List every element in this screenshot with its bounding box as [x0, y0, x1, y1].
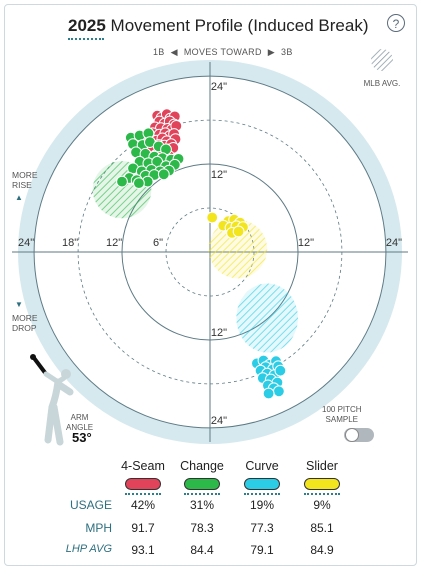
toggle-knob[interactable]: [345, 428, 359, 442]
more-drop-line1: MORE: [12, 313, 38, 323]
pitch-name-label: Curve: [245, 459, 279, 473]
lhp-avg-value: 79.1: [250, 543, 274, 557]
h-tick-label: 12": [298, 237, 314, 249]
h-tick-label: 24": [386, 237, 402, 249]
pitch-pill-underline: [304, 493, 340, 495]
pitch-name-label: Slider: [306, 459, 338, 473]
direction-indicator: 1B ◀ MOVES TOWARD ▶ 3B: [150, 47, 296, 58]
usage-value: 31%: [189, 498, 215, 512]
arm-angle-value: 53°: [72, 430, 92, 445]
up-arrow-icon: ▲: [15, 193, 23, 202]
usage-value: 19%: [249, 498, 275, 512]
more-rise-line2: RISE: [12, 180, 32, 190]
pitch-toggle-pill[interactable]: [304, 478, 340, 490]
pitch-point-change: [116, 175, 128, 188]
mph-value: 78.3: [190, 521, 214, 535]
pitch-point-slider: [206, 211, 219, 224]
direction-left-label: 1B: [153, 47, 165, 57]
title-rest: Movement Profile (Induced Break): [105, 16, 369, 35]
usage-row-label: USAGE: [69, 498, 112, 512]
down-arrow-icon: ▼: [15, 300, 23, 309]
mlb-avg-label: MLB AVG.: [363, 79, 401, 88]
direction-middle-label: MOVES TOWARD: [183, 47, 262, 57]
v-tick-label: 24": [211, 415, 227, 427]
pitch-name-label: 4-Seam: [121, 459, 165, 473]
arm-label-line1: ARM: [70, 413, 89, 422]
more-drop-line2: DROP: [12, 323, 37, 333]
pitch-sample-toggle[interactable]: [344, 428, 374, 442]
mlb-avg-hatch-icon: [371, 49, 393, 71]
usage-value: 42%: [130, 498, 156, 512]
chart-title: 2025 Movement Profile (Induced Break): [68, 16, 369, 36]
pitch-toggle-pill[interactable]: [244, 478, 280, 490]
lhp-avg-row-label: LHP AVG: [65, 543, 112, 555]
pitch-toggle-pill[interactable]: [125, 478, 161, 490]
mlb-avg-legend: MLB AVG.: [357, 48, 407, 88]
direction-right-label: 3B: [281, 47, 293, 57]
pitch-toggle-pill[interactable]: [184, 478, 220, 490]
left-arrow-icon: ◀: [170, 47, 178, 57]
pitch-pill-underline: [125, 493, 161, 495]
mph-value: 77.3: [250, 521, 274, 535]
arm-angle-label: ARM ANGLE: [66, 413, 93, 433]
mph-value: 91.7: [131, 521, 155, 535]
mph-value: 85.1: [310, 521, 334, 535]
mlb-avg-region-slider: [208, 219, 268, 279]
h-tick-label: 24": [18, 237, 34, 249]
pitcher-icon: [30, 354, 74, 446]
h-tick-label: 6": [153, 237, 163, 249]
pitch-point-curve: [262, 387, 275, 400]
pitch-name-label: Change: [180, 459, 224, 473]
help-icon[interactable]: ?: [387, 14, 405, 32]
more-rise-label: MORE RISE ▲: [12, 170, 38, 203]
title-year: 2025: [68, 16, 106, 35]
v-tick-label: 12": [211, 327, 227, 339]
h-tick-label: 18": [62, 237, 78, 249]
pitch-pill-underline: [184, 493, 220, 495]
sample-label-line2: SAMPLE: [325, 415, 359, 424]
right-arrow-icon: ▶: [267, 47, 276, 57]
pitch-point-slider: [232, 225, 245, 238]
lhp-avg-value: 84.9: [310, 543, 334, 557]
pitch-pill-underline: [244, 493, 280, 495]
pitch-point-curve: [273, 385, 285, 398]
usage-value: 9%: [313, 498, 331, 512]
lhp-avg-value: 93.1: [131, 543, 155, 557]
v-tick-label: 12": [211, 169, 227, 181]
more-rise-line1: MORE: [12, 170, 38, 180]
more-drop-label: ▼ MORE DROP: [12, 300, 38, 333]
lhp-avg-value: 84.4: [190, 543, 214, 557]
pitch-point-curve: [274, 364, 287, 377]
movement-plot: 24" 18" 12" 6" 12" 24" 24" 12" 12" 24": [12, 60, 408, 444]
sample-label-line1: 100 PITCH: [322, 405, 362, 414]
pitch-sample-label: 100 PITCH SAMPLE: [322, 405, 362, 425]
mlb-avg-region-curve: [236, 283, 298, 353]
pitch-point-change: [157, 168, 170, 181]
title-year-dropdown-underline[interactable]: [68, 38, 104, 40]
pitch-point-change: [133, 177, 145, 190]
mph-row-label: MPH: [85, 521, 112, 535]
v-tick-label: 24": [211, 81, 227, 93]
arm-label-line2: ANGLE: [66, 423, 94, 432]
h-tick-label: 12": [106, 237, 122, 249]
